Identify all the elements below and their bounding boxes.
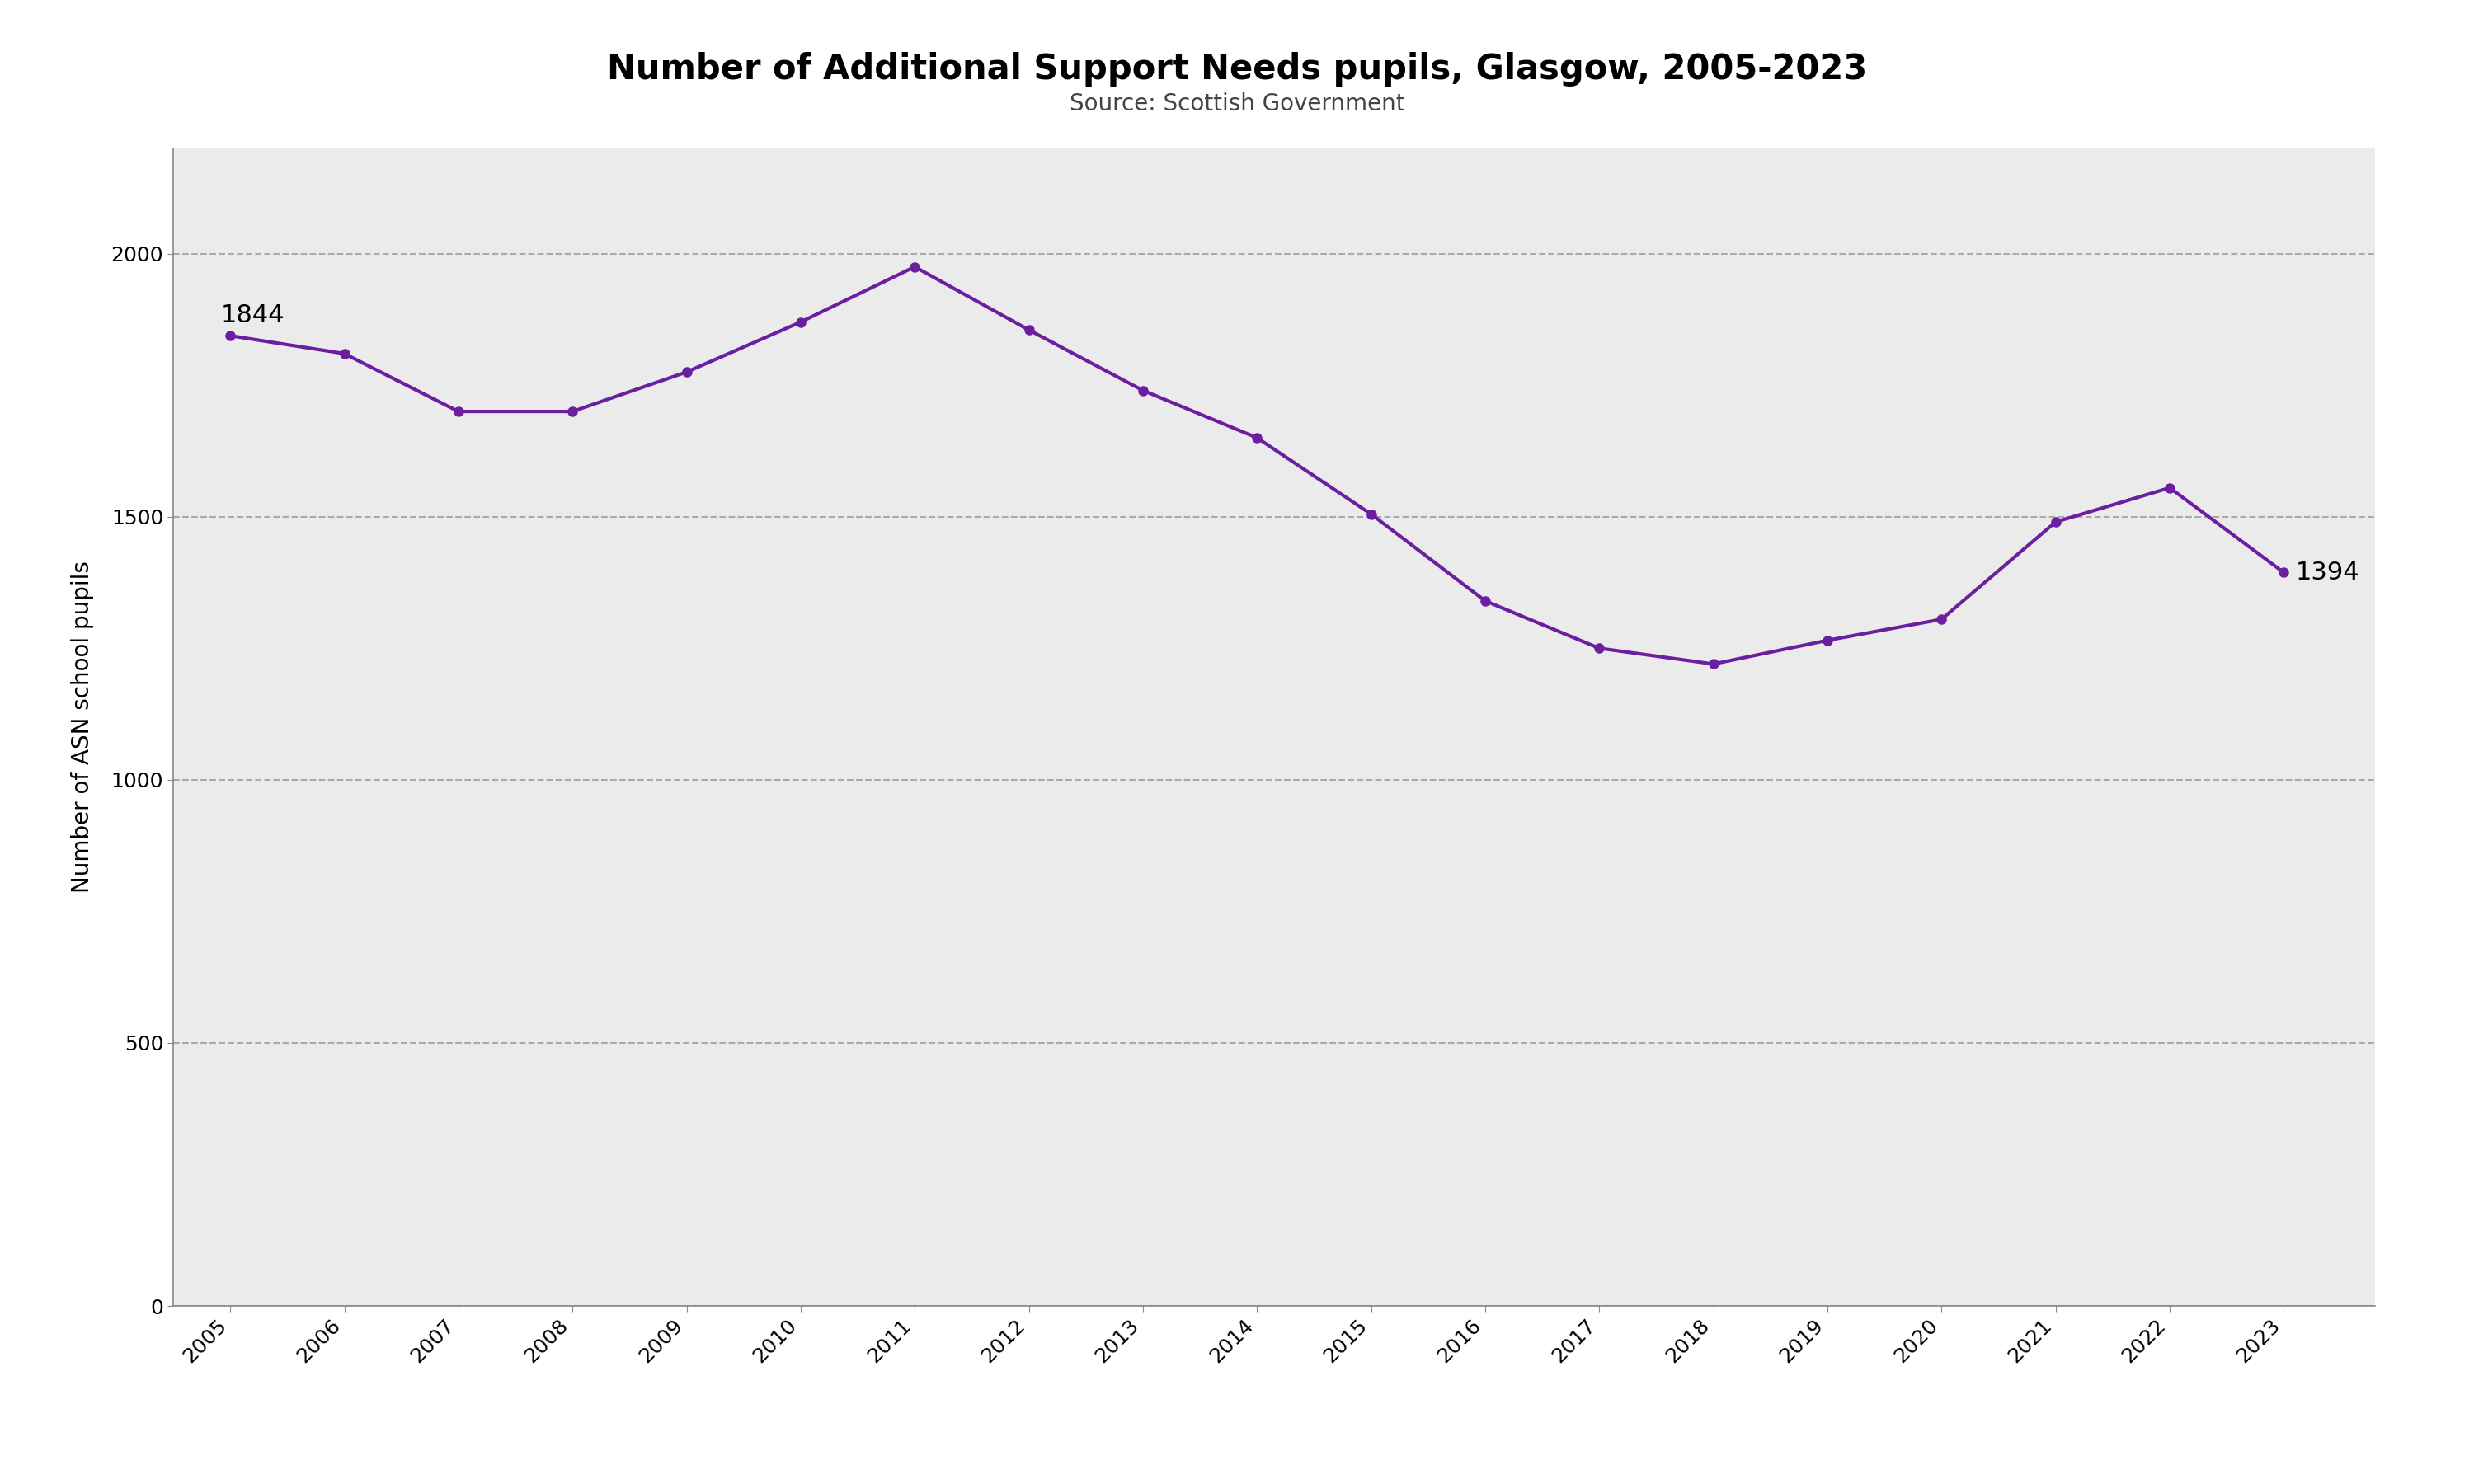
Text: 1844: 1844 — [220, 303, 285, 326]
Text: 1394: 1394 — [2296, 561, 2360, 585]
Text: Source: Scottish Government: Source: Scottish Government — [1069, 92, 1405, 116]
Text: Number of Additional Support Needs pupils, Glasgow, 2005-2023: Number of Additional Support Needs pupil… — [606, 52, 1868, 86]
Y-axis label: Number of ASN school pupils: Number of ASN school pupils — [72, 561, 94, 893]
